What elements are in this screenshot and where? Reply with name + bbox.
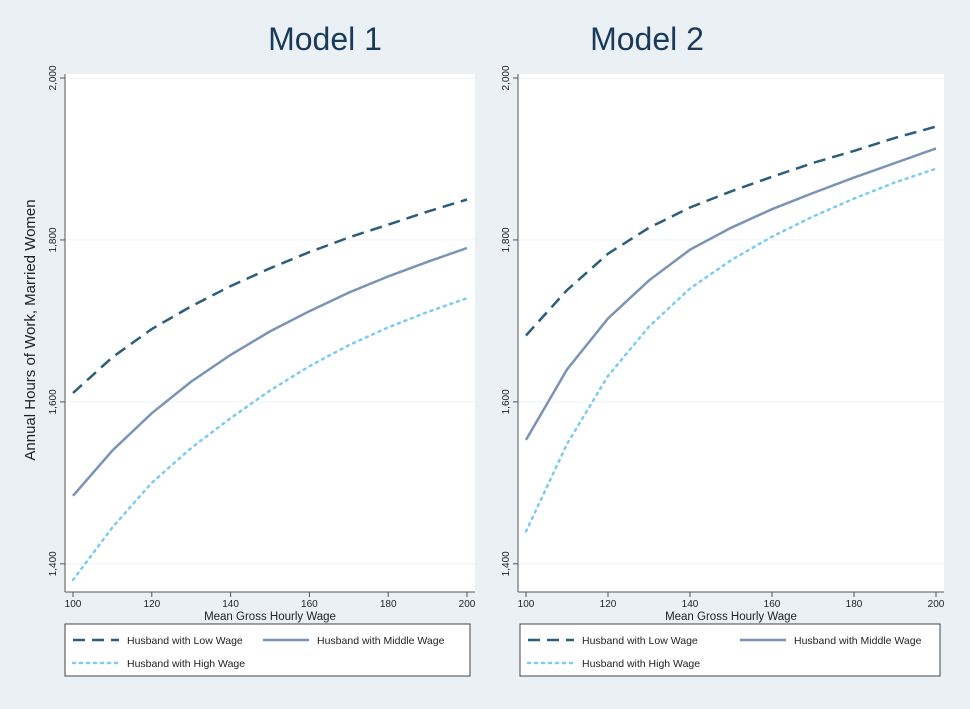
y-tick-label: 2,000	[48, 65, 59, 90]
series-line-husband-with-low-wage	[72, 198, 468, 394]
x-tick-label: 200	[928, 599, 945, 610]
x-tick-label: 100	[518, 599, 535, 610]
x-tick-label: 120	[143, 599, 160, 610]
x-tick-label: 160	[764, 599, 781, 610]
legend: Husband with Low Wage Husband with Middle…	[519, 623, 941, 677]
legend-label: Husband with Low Wage	[127, 635, 243, 647]
x-tick-label: 140	[682, 599, 699, 610]
legend-label: Husband with Middle Wage	[317, 635, 445, 647]
chart-panel-1: Model 1 1,400 1,600 1,800 2,000 100 120 140 160 1…	[48, 21, 476, 677]
x-axis-label: Mean Gross Hourly Wage	[204, 611, 336, 623]
y-tick-label: 2,000	[501, 65, 512, 90]
y-tick-label: 1,600	[48, 389, 59, 414]
y-tick-label: 1,800	[48, 227, 59, 252]
legend-box	[519, 623, 941, 677]
series-line-husband-with-high-wage	[71, 296, 469, 582]
legend-box	[64, 623, 471, 677]
legend-label: Husband with High Wage	[582, 658, 700, 670]
legend-label: Husband with High Wage	[127, 658, 245, 670]
x-tick-label: 140	[222, 599, 239, 610]
plot-area	[65, 74, 475, 592]
series-line-husband-with-middle-wage	[72, 246, 468, 497]
chart-title: Model 1	[268, 21, 382, 57]
chart-title: Model 2	[590, 21, 704, 57]
legend-label: Husband with Middle Wage	[794, 635, 922, 647]
y-tick-label: 1,800	[501, 227, 512, 252]
y-axis-label: Annual Hours of Work, Married Women	[22, 199, 39, 460]
x-tick-label: 180	[846, 599, 863, 610]
x-tick-label: 180	[380, 599, 397, 610]
x-tick-label: 100	[65, 599, 82, 610]
x-axis-label: Mean Gross Hourly Wage	[665, 611, 797, 623]
series-line-husband-with-low-wage	[525, 125, 937, 337]
legend-label: Husband with Low Wage	[582, 635, 698, 647]
y-tick-label: 1,600	[501, 389, 512, 414]
y-tick-label: 1,400	[48, 551, 59, 576]
x-tick-label: 200	[459, 599, 476, 610]
legend: Husband with Low Wage Husband with Middle…	[64, 623, 471, 677]
x-tick-label: 120	[600, 599, 617, 610]
series-line-husband-with-high-wage	[524, 167, 938, 533]
x-tick-label: 160	[301, 599, 318, 610]
plot-area	[518, 74, 944, 592]
y-tick-label: 1,400	[501, 551, 512, 576]
series-line-husband-with-middle-wage	[524, 147, 937, 441]
chart-panel-2: Model 2 1,400 1,600 1,800 2,000 100 120 140 160 1…	[501, 21, 945, 677]
